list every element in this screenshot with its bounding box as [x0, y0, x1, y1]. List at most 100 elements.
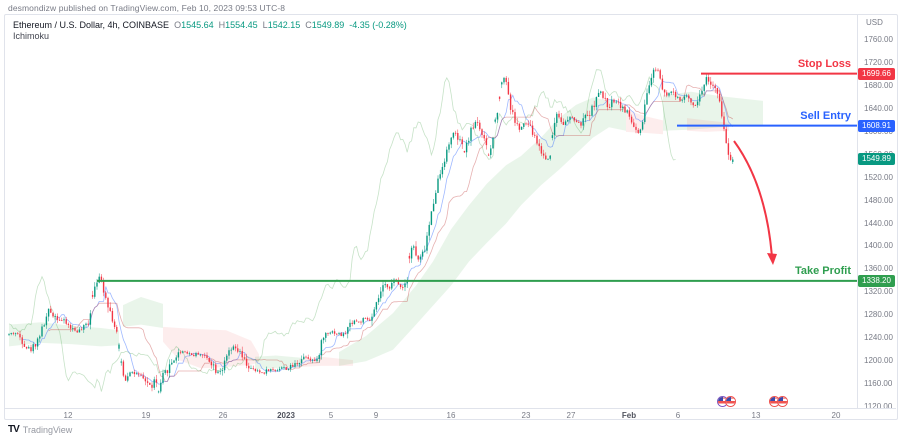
candle-body: [195, 352, 197, 357]
candle-body: [377, 298, 380, 303]
candle-body: [190, 353, 193, 355]
time-tick-label: 23: [521, 411, 531, 420]
stop-loss-label[interactable]: Stop Loss: [797, 57, 851, 70]
candle-body: [437, 178, 439, 193]
candle-body: [465, 142, 468, 153]
candle-body: [305, 356, 307, 358]
candle-body: [470, 127, 472, 141]
candle-body: [681, 99, 683, 101]
candle-body: [67, 323, 70, 325]
candle-body: [428, 224, 430, 236]
candle-body: [602, 91, 604, 98]
chart-card: Ethereum / U.S. Dollar, 4h, COINBASE O154…: [4, 14, 898, 420]
candle-body: [219, 371, 221, 372]
economic-event-icons[interactable]: [769, 396, 788, 408]
candle-body: [714, 85, 716, 88]
candle-body: [358, 321, 360, 323]
candle-body: [208, 357, 210, 362]
projection-arrow[interactable]: [733, 140, 773, 258]
ichimoku-cloud: [663, 91, 763, 131]
candle-body: [124, 375, 127, 381]
candle-body: [164, 370, 166, 373]
candle-body: [296, 363, 298, 365]
candle-body: [622, 106, 624, 109]
candle-body: [501, 82, 503, 85]
candle-body: [677, 97, 679, 98]
candle-body: [652, 69, 655, 78]
chart-canvas[interactable]: [5, 15, 857, 408]
candle-body: [391, 282, 393, 289]
candle-body: [340, 333, 342, 337]
candle-body: [575, 120, 578, 123]
candle-body: [338, 333, 340, 334]
candle-body: [699, 94, 701, 102]
candle-body: [531, 125, 534, 135]
candle-body: [193, 354, 195, 357]
candle-body: [245, 358, 248, 366]
symbol-title: Ethereum / U.S. Dollar, 4h, COINBASE: [13, 20, 170, 30]
sell-entry-label[interactable]: Sell Entry: [800, 109, 851, 122]
candle-body: [351, 322, 353, 325]
candle-body: [19, 333, 21, 338]
candle-body: [250, 368, 252, 369]
candle-body: [135, 373, 138, 375]
candle-body: [443, 161, 446, 167]
candle-body: [538, 143, 540, 147]
candle-body: [342, 333, 345, 337]
candle-body: [256, 370, 259, 372]
candle-body: [718, 93, 721, 102]
candle-body: [162, 372, 164, 383]
price-tick-label: 1480.00: [864, 195, 893, 205]
time-tick-label: Feb: [621, 411, 637, 420]
candle-body: [441, 166, 444, 175]
candle-body: [276, 370, 279, 372]
candle-body: [516, 122, 518, 124]
candle-body: [694, 105, 697, 106]
candle-body: [210, 361, 213, 366]
candle-body: [160, 382, 162, 392]
price-tick-label: 1640.00: [864, 103, 893, 113]
candle-body: [336, 333, 338, 335]
candle-body: [138, 373, 140, 375]
candle-body: [666, 92, 668, 96]
candle-body: [512, 109, 514, 113]
candle-body: [259, 370, 261, 373]
candle-body: [382, 285, 384, 292]
candle-body: [674, 91, 677, 98]
candle-body: [25, 346, 28, 349]
candle-body: [551, 135, 554, 138]
time-tick-label: 16: [446, 411, 456, 420]
price-tick-label: 1320.00: [864, 287, 893, 297]
candle-body: [525, 123, 527, 125]
candle-body: [177, 352, 180, 358]
indicator-legend[interactable]: Ichimoku: [13, 31, 50, 41]
economic-event-icons[interactable]: [717, 396, 736, 408]
candle-body: [729, 154, 732, 160]
candle-body: [265, 369, 268, 374]
candle-body: [457, 133, 459, 140]
candle-body: [454, 132, 457, 134]
symbol-legend[interactable]: Ethereum / U.S. Dollar, 4h, COINBASE O154…: [13, 19, 407, 31]
us-flag-event-icon[interactable]: [725, 396, 736, 407]
candle-body: [364, 318, 367, 319]
candle-body: [701, 90, 703, 95]
candle-body: [591, 105, 593, 116]
flag-stripes: [718, 397, 727, 406]
candle-body: [534, 134, 536, 136]
candle-body: [85, 323, 87, 326]
time-axis[interactable]: 12 19 26 2023 5 9 16 23 27 Feb 6 13 20: [5, 408, 896, 420]
candle-body: [461, 139, 463, 145]
us-flag-event-icon[interactable]: [777, 396, 788, 407]
candle-body: [111, 310, 114, 322]
candle-body: [98, 276, 100, 283]
candle-body: [100, 276, 103, 282]
candle-body: [58, 319, 61, 321]
time-tick-label: 13: [751, 411, 761, 420]
candle-body: [600, 91, 602, 93]
candle-body: [406, 280, 408, 284]
candle-body: [648, 85, 650, 94]
tradingview-logo[interactable]: TV TradingView: [8, 424, 72, 435]
take-profit-label[interactable]: Take Profit: [794, 264, 851, 277]
ichimoku-cloud: [626, 110, 663, 135]
ohlc-values: O1545.64 H1554.45 L1542.15 C1549.89: [169, 20, 344, 30]
